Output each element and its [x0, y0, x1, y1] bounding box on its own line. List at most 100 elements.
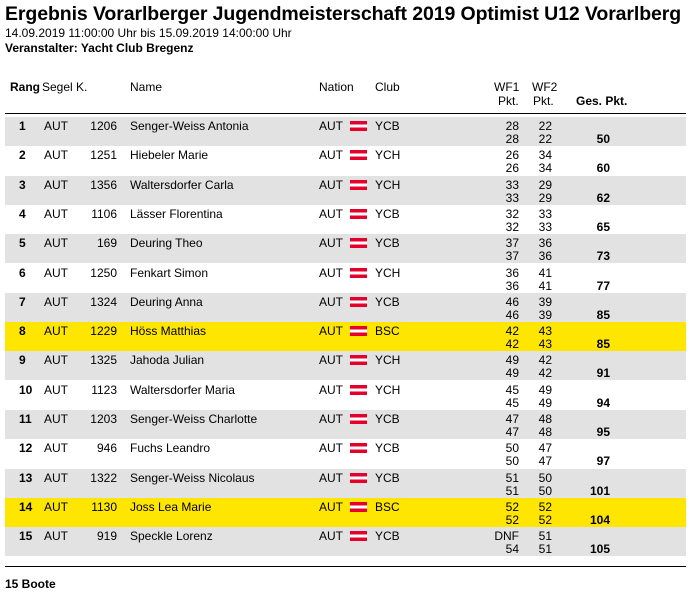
wf2-points-cell: 36: [538, 236, 552, 251]
table-row: 8 AUT 1229 Höss Matthias AUT BSC 42 43 42 43 85: [5, 322, 686, 352]
sail-number-cell: 169: [96, 236, 117, 251]
austria-flag-icon: [350, 121, 367, 131]
sailor-name-cell: Senger-Weiss Charlotte: [130, 412, 258, 426]
sail-nation-cell: AUT: [44, 265, 68, 280]
rank-cell: 4: [19, 206, 26, 221]
sail-number-cell: 1106: [91, 206, 117, 221]
wf1-counted-cell: 50: [505, 454, 519, 469]
nation-cell: AUT: [319, 294, 343, 309]
club-cell: YCB: [375, 294, 400, 309]
rank-cell: 5: [19, 236, 26, 251]
wf2-points-cell: 39: [538, 294, 552, 309]
header-wf2: WF2: [532, 80, 558, 94]
table-row: 3 AUT 1356 Waltersdorfer Carla AUT YCH 33 29 33 2…: [5, 175, 686, 205]
wf2-counted-cell: 33: [538, 219, 552, 234]
header-rank: Rang: [10, 80, 40, 94]
sailor-name-cell: Deuring Theo: [130, 236, 203, 251]
sail-nation-cell: AUT: [44, 499, 68, 514]
club-cell: YCB: [375, 470, 400, 485]
total-points-cell: 95: [596, 425, 610, 439]
sailor-name-cell: Hiebeler Marie: [130, 148, 209, 163]
sail-number-cell: 1229: [90, 324, 117, 339]
austria-flag-icon: [350, 326, 367, 337]
total-points-cell: 85: [596, 307, 610, 322]
sailor-name-cell: Jahoda Julian: [130, 353, 205, 368]
sailor-name-cell: Fenkart Simon: [130, 265, 209, 280]
sail-number-cell: 1325: [90, 353, 117, 368]
club-cell: YCB: [375, 236, 400, 251]
table-row: 1 AUT 1206 Senger-Weiss Antonia AUT YCB 28 22 28…: [5, 117, 686, 146]
total-points-cell: 105: [589, 542, 610, 557]
boat-count: 15 Boote: [5, 577, 56, 591]
sail-nation-cell: AUT: [44, 236, 68, 251]
austria-flag-icon: [350, 355, 367, 366]
sail-nation-cell: AUT: [44, 148, 68, 163]
table-bottom-rule: [5, 566, 686, 567]
club-cell: YCH: [375, 148, 401, 163]
wf2-points-cell: 33: [538, 206, 552, 221]
organizer: Veranstalter: Yacht Club Bregenz: [5, 41, 194, 55]
wf1-counted-cell: 42: [505, 337, 519, 352]
wf2-counted-cell: 29: [538, 190, 552, 205]
club-cell: YCB: [375, 441, 400, 456]
wf1-counted-cell: 45: [505, 395, 519, 410]
wf2-points-cell: 49: [538, 382, 552, 397]
nation-cell: AUT: [319, 324, 343, 339]
table-row: 6 AUT 1250 Fenkart Simon AUT YCH 36 41 36 41 77: [5, 263, 686, 293]
wf1-counted-cell: 26: [505, 161, 519, 176]
club-cell: YCB: [375, 412, 400, 426]
nation-cell: AUT: [319, 470, 343, 485]
rank-cell: 8: [19, 324, 26, 339]
table-row: 10 AUT 1123 Waltersdorfer Maria AUT YCH 45 49 45…: [5, 380, 686, 410]
sail-nation-cell: AUT: [44, 529, 68, 544]
table-row: 5 AUT 169 Deuring Theo AUT YCB 37 36 37 36 73: [5, 234, 686, 264]
rank-cell: 1: [19, 119, 26, 133]
wf2-counted-cell: 49: [538, 395, 552, 410]
austria-flag-icon: [350, 150, 367, 161]
sail-number-cell: 919: [96, 529, 117, 544]
header-sail: Segel K.: [42, 80, 88, 94]
wf2-points-cell: 47: [538, 441, 552, 456]
sail-nation-cell: AUT: [44, 382, 68, 397]
wf1-points-cell: 51: [505, 470, 519, 485]
wf2-counted-cell: 47: [538, 454, 552, 469]
sailor-name-cell: Senger-Weiss Nicolaus: [130, 470, 255, 485]
nation-cell: AUT: [319, 499, 343, 514]
wf1-points-cell: 52: [505, 499, 519, 514]
total-points-cell: 94: [596, 395, 610, 410]
wf2-points-cell: 29: [538, 177, 552, 192]
sailor-name-cell: Höss Matthias: [130, 324, 207, 339]
event-dates: 14.09.2019 11:00:00 Uhr bis 15.09.2019 1…: [5, 26, 292, 40]
austria-flag-icon: [350, 384, 367, 395]
table-row: 14 AUT 1130 Joss Lea Marie AUT BSC 52 52 52 52 104: [5, 497, 686, 527]
wf1-points-cell: 26: [505, 148, 519, 163]
austria-flag-icon: [350, 296, 367, 307]
wf1-counted-cell: 28: [505, 132, 519, 146]
total-points-cell: 65: [596, 219, 610, 234]
wf2-points-cell: 41: [538, 265, 552, 280]
nation-cell: AUT: [319, 353, 343, 368]
header-nation: Nation: [319, 80, 354, 94]
wf1-counted-cell: 37: [505, 249, 519, 264]
total-points-cell: 91: [596, 366, 610, 381]
wf2-counted-cell: 36: [538, 249, 552, 264]
total-points-cell: 60: [596, 161, 610, 176]
wf2-points-cell: 48: [538, 412, 552, 426]
sailor-name-cell: Senger-Weiss Antonia: [130, 119, 249, 133]
wf1-points-cell: 33: [505, 177, 519, 192]
wf2-counted-cell: 39: [538, 307, 552, 322]
austria-flag-icon: [350, 414, 367, 424]
wf1-points-cell: 36: [505, 265, 519, 280]
sail-nation-cell: AUT: [44, 470, 68, 485]
wf1-counted-cell: 51: [505, 483, 519, 498]
wf2-points-cell: 34: [538, 148, 552, 163]
wf1-points-cell: 28: [505, 119, 519, 133]
page-title: Ergebnis Vorarlberger Jugendmeisterschaf…: [5, 3, 682, 25]
rank-cell: 10: [19, 382, 33, 397]
sailor-name-cell: Waltersdorfer Maria: [130, 382, 235, 397]
total-points-cell: 97: [596, 454, 610, 469]
sail-nation-cell: AUT: [44, 206, 68, 221]
wf1-points-cell: DNF: [494, 529, 519, 544]
wf1-points-cell: 32: [505, 206, 519, 221]
total-points-cell: 50: [596, 132, 610, 146]
